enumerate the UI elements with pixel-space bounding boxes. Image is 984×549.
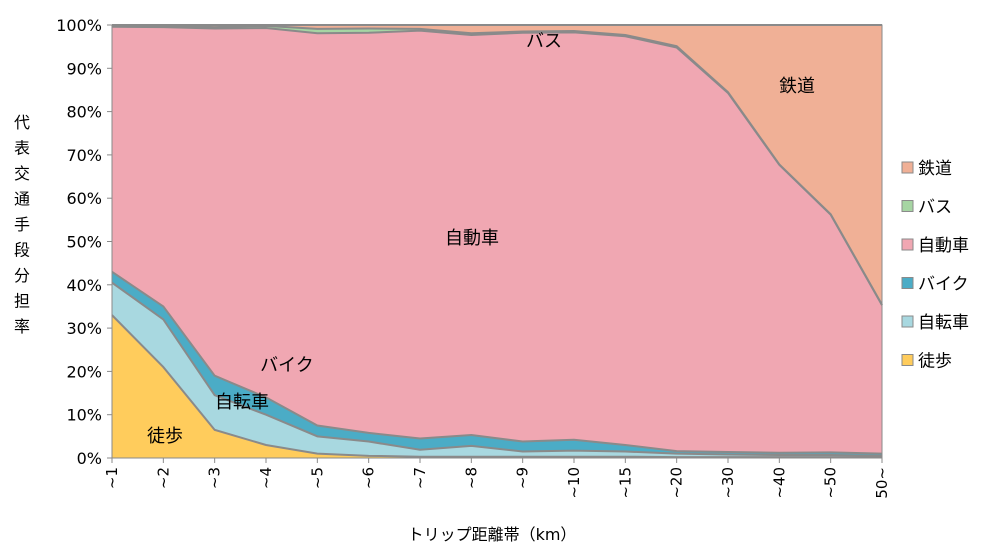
legend-swatch (901, 238, 914, 251)
legend-label: 自動車 (918, 236, 969, 256)
annotation-自動車: 自動車 (445, 228, 499, 249)
x-tick-label: ~5 (308, 467, 326, 489)
annotation-徒歩: 徒歩 (147, 426, 183, 447)
x-tick-label: ~4 (257, 467, 275, 489)
x-tick-label: ~3 (206, 467, 224, 489)
y-axis: 0% 10% 20% 30% 40% 50% 60% 70% 80% 90% 100% (56, 16, 112, 468)
x-tick-label: ~50 (822, 467, 840, 499)
x-tick-label: ~9 (514, 467, 532, 489)
annotation-鉄道: 鉄道 (779, 76, 815, 97)
x-tick-label: ~20 (668, 467, 686, 499)
y-tick-label: 10% (66, 406, 102, 425)
x-tick-label: ~8 (462, 467, 480, 489)
legend-swatch (901, 277, 914, 289)
legend-label: バス (918, 198, 952, 218)
annotation-自転車: 自転車 (215, 392, 269, 413)
x-tick-label: 50~ (873, 467, 891, 499)
area-自動車 (112, 26, 882, 454)
boundary-line-自転車 (111, 281, 883, 457)
y-tick-label: 40% (66, 276, 102, 295)
x-tick-label: ~7 (411, 467, 429, 489)
legend-label: 鉄道 (918, 159, 952, 179)
legend-label: 徒歩 (918, 352, 952, 372)
x-tick-label: ~1 (103, 467, 121, 489)
legend-swatch (901, 200, 914, 212)
y-tick-label: 0% (77, 449, 102, 468)
legend-label: バイク (918, 275, 969, 295)
x-axis: ~1 ~2 ~3 ~4 ~5 ~6 ~7 ~8 ~9 ~10 ~15 ~20 ~30 ~40 ~50 50~ (103, 458, 891, 499)
y-tick-label: 30% (66, 319, 102, 338)
x-tick-label: ~15 (616, 467, 634, 499)
legend-label: 自転車 (918, 313, 969, 333)
x-tick-label: ~2 (154, 467, 172, 489)
boundary-line-徒歩 (111, 314, 882, 459)
legend-swatch (901, 315, 914, 328)
y-tick-label: 80% (66, 103, 102, 122)
legend-swatch (901, 161, 914, 174)
area-鉄道 (112, 25, 882, 305)
y-axis-title: 代表交通手段分担率 (14, 113, 30, 336)
x-tick-label: ~40 (770, 467, 788, 499)
annotation-バス: バス (526, 31, 562, 52)
x-tick-label: ~6 (360, 467, 378, 489)
annotation-バイク: バイク (260, 355, 314, 376)
area-layer (111, 24, 883, 459)
boundary-line-バス (111, 24, 883, 306)
x-tick-label: ~30 (719, 467, 737, 499)
area-徒歩 (112, 315, 882, 458)
boundary-line-バイク (111, 270, 883, 455)
y-tick-label: 60% (66, 189, 102, 208)
y-tick-label: 20% (66, 362, 102, 381)
y-tick-label: 100% (56, 16, 102, 35)
legend-swatch (901, 354, 914, 366)
x-axis-title: トリップ距離帯（km） (408, 525, 577, 544)
y-tick-label: 70% (66, 146, 102, 165)
y-tick-label: 50% (66, 233, 102, 252)
y-tick-label: 90% (66, 59, 102, 78)
x-tick-label: ~10 (565, 467, 583, 499)
